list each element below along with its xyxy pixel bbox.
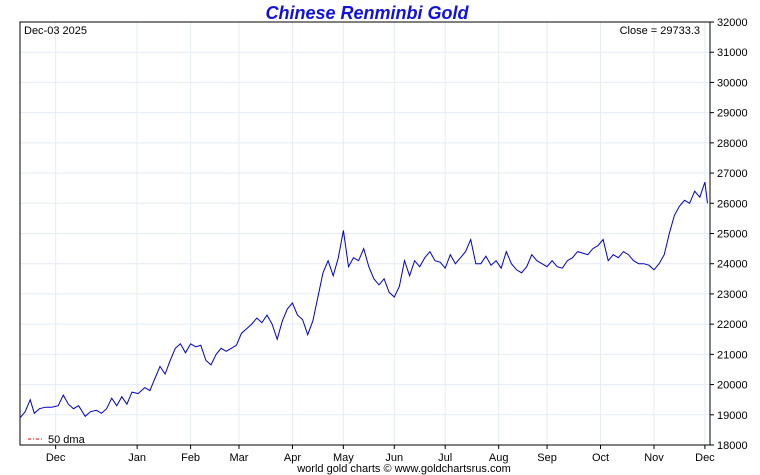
y-tick-label: 32000 xyxy=(717,17,748,29)
y-tick-label: 25000 xyxy=(717,229,748,241)
x-tick-label: Jan xyxy=(128,452,146,464)
y-tick-label: 24000 xyxy=(717,259,748,271)
y-tick-label: 19000 xyxy=(717,410,748,422)
price-series xyxy=(19,181,708,419)
y-tick-label: 31000 xyxy=(717,47,748,59)
y-tick-label: 20000 xyxy=(717,380,748,392)
x-tick-label: Apr xyxy=(284,452,301,464)
chart-title: Chinese Renminbi Gold xyxy=(265,3,469,23)
y-tick-label: 30000 xyxy=(717,77,748,89)
x-axis-ticks: Dec Jan Feb Mar Apr May Jun Jul Aug Sep Oct Nov Dec xyxy=(46,445,715,464)
y-tick-label: 27000 xyxy=(717,168,748,180)
legend: 50 dma xyxy=(28,434,86,446)
x-tick-label: Sep xyxy=(537,452,557,464)
x-tick-label: Jun xyxy=(385,452,403,464)
close-label: Close = 29733.3 xyxy=(620,25,700,37)
x-tick-label: Jul xyxy=(438,452,452,464)
y-tick-label: 28000 xyxy=(717,138,748,150)
x-tick-label: Feb xyxy=(181,452,200,464)
y-tick-label: 23000 xyxy=(717,289,748,301)
y-tick-label: 26000 xyxy=(717,198,748,210)
y-tick-label: 18000 xyxy=(717,440,748,452)
price-line xyxy=(19,181,708,419)
x-tick-label: Mar xyxy=(229,452,248,464)
y-tick-label: 22000 xyxy=(717,319,748,331)
x-tick-label: Oct xyxy=(592,452,609,464)
x-tick-label: Dec xyxy=(46,452,66,464)
x-tick-label: Nov xyxy=(644,452,664,464)
y-axis-ticks: 18000 19000 20000 21000 22000 23000 24000 25000… xyxy=(710,17,748,452)
x-tick-label: May xyxy=(333,452,354,464)
x-tick-label: Aug xyxy=(489,452,509,464)
y-tick-label: 21000 xyxy=(717,349,748,361)
x-tick-label: Dec xyxy=(695,452,715,464)
legend-dma-label: 50 dma xyxy=(48,434,86,446)
y-tick-label: 29000 xyxy=(717,108,748,120)
grid xyxy=(20,21,710,446)
footer-credit: world gold charts © www.goldchartsrus.co… xyxy=(296,463,511,475)
date-label: Dec-03 2025 xyxy=(24,25,87,37)
